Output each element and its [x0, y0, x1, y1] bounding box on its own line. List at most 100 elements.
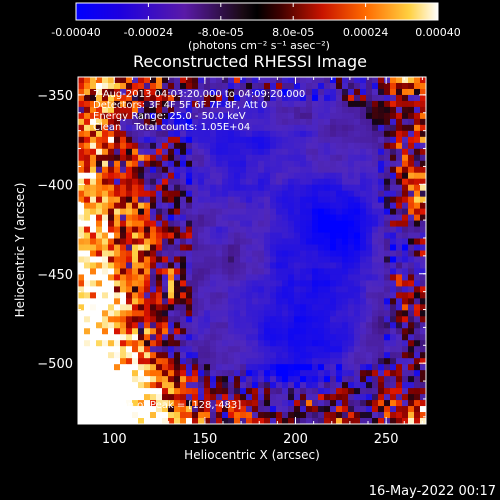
- heatmap-cell: [390, 244, 397, 251]
- heatmap-cell: [150, 388, 157, 395]
- heatmap-cell: [126, 118, 133, 126]
- heatmap-cell: [210, 388, 217, 395]
- heatmap-cell: [300, 196, 307, 204]
- heatmap-cell: [294, 274, 301, 281]
- heatmap-cell: [330, 184, 337, 192]
- heatmap-cell: [264, 244, 271, 251]
- heatmap-cell: [168, 184, 175, 192]
- heatmap-cell: [234, 268, 241, 275]
- heatmap-cell: [318, 328, 325, 335]
- heatmap-cell: [330, 292, 337, 299]
- heatmap-cell: [270, 148, 277, 156]
- heatmap-cell: [384, 214, 391, 222]
- heatmap-cell: [144, 256, 151, 263]
- heatmap-cell: [420, 214, 426, 222]
- heatmap-cell: [330, 214, 337, 222]
- heatmap-cell: [234, 106, 241, 114]
- heatmap-cell: [384, 232, 391, 240]
- heatmap-cell: [306, 238, 313, 246]
- heatmap-cell: [318, 214, 325, 222]
- heatmap-cell: [120, 346, 127, 353]
- heatmap-cell: [270, 166, 277, 174]
- heatmap-cell: [414, 328, 421, 335]
- heatmap-cell: [312, 166, 319, 174]
- heatmap-cell: [96, 166, 103, 174]
- heatmap-cell: [276, 400, 283, 407]
- heatmap-cell: [336, 166, 343, 174]
- heatmap-cell: [90, 244, 97, 251]
- heatmap-cell: [150, 100, 157, 108]
- heatmap-cell: [180, 106, 187, 114]
- heatmap-cell: [276, 340, 283, 347]
- heatmap-cell: [258, 376, 265, 383]
- heatmap-cell: [366, 328, 373, 335]
- heatmap-cell: [192, 364, 199, 371]
- heatmap-cell: [378, 370, 385, 377]
- heatmap-cell: [114, 328, 121, 335]
- heatmap-cell: [210, 208, 217, 216]
- heatmap-cell: [366, 316, 373, 323]
- heatmap-cell: [162, 352, 169, 359]
- heatmap-cell: [396, 334, 403, 341]
- heatmap-cell: [78, 340, 85, 347]
- heatmap-cell: [366, 232, 373, 240]
- heatmap-cell: [318, 406, 325, 413]
- heatmap-cell: [288, 280, 295, 287]
- heatmap-cell: [306, 106, 313, 114]
- heatmap-cell: [138, 286, 145, 293]
- heatmap-cell: [252, 142, 259, 150]
- heatmap-cell: [258, 77, 265, 84]
- heatmap-cell: [360, 106, 367, 114]
- heatmap-cell: [402, 382, 409, 389]
- heatmap-cell: [402, 316, 409, 323]
- heatmap-cell: [390, 77, 397, 84]
- heatmap-cell: [174, 208, 181, 216]
- heatmap-cell: [222, 286, 229, 293]
- heatmap-cell: [318, 280, 325, 287]
- heatmap-cell: [234, 226, 241, 234]
- heatmap-cell: [198, 88, 205, 96]
- heatmap-cell: [210, 94, 217, 102]
- heatmap-cell: [276, 346, 283, 353]
- heatmap-cell: [84, 106, 91, 114]
- heatmap-cell: [294, 286, 301, 293]
- heatmap-cell: [222, 352, 229, 359]
- heatmap-cell: [402, 124, 409, 132]
- heatmap-cell: [114, 196, 121, 204]
- heatmap-cell: [396, 214, 403, 222]
- heatmap-cell: [204, 262, 211, 269]
- heatmap-cell: [144, 172, 151, 180]
- heatmap-cell: [198, 358, 205, 365]
- heatmap-cell: [168, 166, 175, 174]
- heatmap-cell: [378, 352, 385, 359]
- heatmap-cell: [252, 292, 259, 299]
- heatmap-cell: [276, 352, 283, 359]
- heatmap-cell: [306, 172, 313, 180]
- heatmap-cell: [336, 322, 343, 329]
- heatmap-cell: [186, 394, 193, 401]
- heatmap-cell: [210, 394, 217, 401]
- heatmap-cell: [300, 214, 307, 222]
- heatmap-cell: [270, 244, 277, 251]
- heatmap-cell: [240, 112, 247, 120]
- heatmap-cell: [318, 400, 325, 407]
- heatmap-cell: [378, 142, 385, 150]
- heatmap-cell: [156, 112, 163, 120]
- heatmap-cell: [156, 178, 163, 186]
- heatmap-cell: [78, 400, 85, 407]
- heatmap-cell: [348, 106, 355, 114]
- heatmap-cell: [378, 340, 385, 347]
- heatmap-cell: [192, 244, 199, 251]
- heatmap-cell: [204, 250, 211, 257]
- heatmap-cell: [90, 364, 97, 371]
- heatmap-cell: [414, 340, 421, 347]
- heatmap-cell: [354, 370, 361, 377]
- heatmap-cell: [180, 292, 187, 299]
- heatmap-cell: [198, 100, 205, 108]
- heatmap-cell: [198, 220, 205, 228]
- heatmap-cell: [342, 340, 349, 347]
- heatmap-cell: [420, 124, 426, 132]
- heatmap-cell: [282, 256, 289, 263]
- heatmap-cell: [366, 322, 373, 329]
- heatmap-cell: [180, 280, 187, 287]
